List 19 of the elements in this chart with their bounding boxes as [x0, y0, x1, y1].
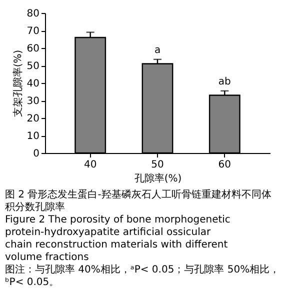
x-axis-title: 孔隙率(%)	[134, 172, 182, 184]
text: 图注：与孔隙率 40%相比，ᵃP< 0.05；与孔隙率 50%相比，ᵇP< 0.05。	[5, 264, 280, 288]
x-tick-label: 50	[151, 160, 164, 170]
caption: Figure 2 The porosity of bone morphogenetic protein-hydroxyapatite artificial ossicular chain reconstruction materials with different volume fractions	[5, 214, 230, 263]
y-tick-label: 50	[26, 61, 40, 72]
annotation: a	[154, 45, 161, 56]
y-axis-title: 支架孔隙率(%)	[12, 50, 24, 118]
y-tick-label: 80	[26, 8, 40, 20]
caption: 图 2 骨形态发生蛋白-羟基磷灰石人工听骨链重建材料不同体积分数孔隙率	[5, 188, 272, 213]
y-tick-label: 20	[26, 114, 40, 124]
y-tick-label: 0	[33, 148, 40, 160]
annotation: ab	[218, 76, 231, 88]
y-tick-label: 70	[26, 26, 40, 37]
y-tick-label: 30	[26, 96, 40, 107]
y-tick-label: 10	[26, 131, 40, 142]
y-tick-label: 40	[26, 78, 40, 90]
y-tick-label: 60	[26, 44, 40, 54]
x-tick-label: 60	[218, 160, 232, 170]
x-tick-label: 40	[84, 160, 97, 170]
